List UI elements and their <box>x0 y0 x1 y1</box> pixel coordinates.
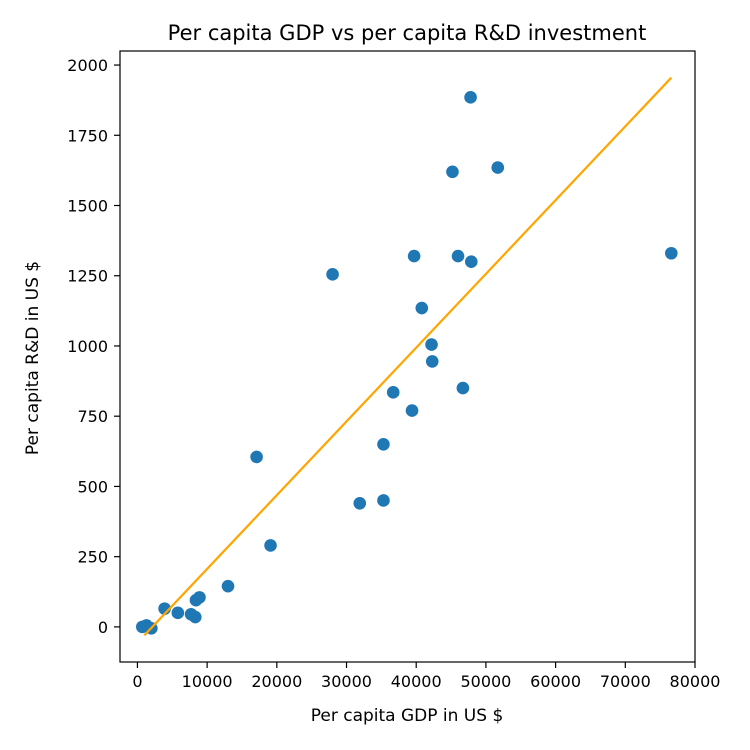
data-point-27 <box>491 161 505 174</box>
data-point-8 <box>193 591 206 604</box>
y-tick-label-7: 1750 <box>67 126 108 145</box>
x-tick-label-5: 50000 <box>460 672 511 691</box>
data-point-19 <box>415 301 429 315</box>
data-point-12 <box>326 268 339 281</box>
data-point-16 <box>386 386 400 399</box>
trend-line <box>143 76 673 637</box>
x-tick-label-8: 80000 <box>670 672 721 691</box>
data-point-25 <box>464 255 478 268</box>
y-axis-label: Per capita R&D in US $ <box>23 261 43 455</box>
data-point-10 <box>250 450 263 464</box>
data-point-14 <box>377 494 390 507</box>
plot-area: 0 10000 20000 30000 40000 50000 60000 70000 8000… <box>67 50 721 691</box>
y-tick-label-2: 500 <box>77 477 108 496</box>
data-point-26 <box>464 91 477 104</box>
x-tick-label-3: 30000 <box>321 672 372 691</box>
data-point-15 <box>377 437 390 451</box>
chart-title: Per capita GDP vs per capita R&D investm… <box>168 21 647 45</box>
data-point-23 <box>451 249 465 263</box>
data-point-20 <box>425 338 438 351</box>
data-point-24 <box>456 381 470 395</box>
x-tick-label-4: 40000 <box>391 672 442 691</box>
data-point-4 <box>171 606 185 620</box>
data-point-18 <box>407 249 421 263</box>
plot-frame <box>119 50 696 663</box>
data-point-28 <box>665 246 678 260</box>
y-tick-label-8: 2000 <box>67 56 108 75</box>
x-tick-label-0: 0 <box>132 672 142 691</box>
data-point-21 <box>425 355 439 368</box>
data-point-22 <box>446 165 459 179</box>
x-axis-label: Per capita GDP in US $ <box>311 706 504 726</box>
y-tick-label-0: 0 <box>98 618 108 637</box>
data-point-11 <box>264 539 277 552</box>
y-tick-label-1: 250 <box>77 548 108 567</box>
x-tick-label-2: 20000 <box>251 672 302 691</box>
y-tick-label-5: 1250 <box>67 267 108 286</box>
y-tick-label-3: 750 <box>77 407 108 426</box>
x-tick-label-7: 70000 <box>600 672 651 691</box>
data-point-13 <box>353 496 367 510</box>
y-tick-label-6: 1500 <box>67 197 108 216</box>
data-point-17 <box>405 404 419 417</box>
x-tick-label-6: 60000 <box>530 672 581 691</box>
data-point-6 <box>188 610 202 624</box>
x-tick-label-1: 10000 <box>182 672 233 691</box>
y-tick-label-4: 1000 <box>67 337 108 356</box>
data-point-9 <box>221 579 235 593</box>
